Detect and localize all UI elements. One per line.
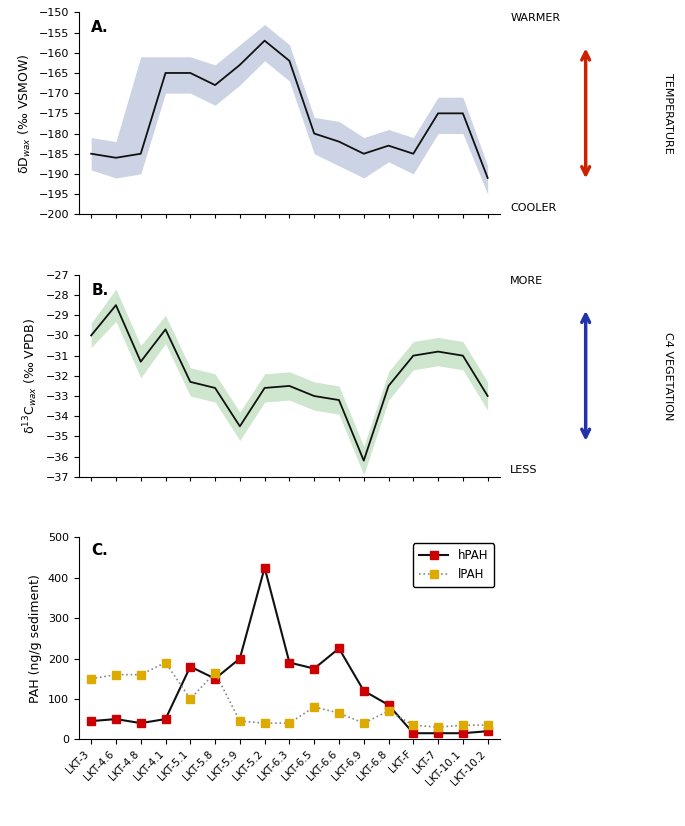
hPAH [310, 663, 319, 673]
hPAH [285, 657, 293, 667]
lPAH [136, 670, 145, 680]
lPAH [459, 720, 467, 730]
Text: MORE: MORE [510, 276, 543, 286]
lPAH [162, 657, 170, 667]
lPAH [260, 718, 269, 728]
hPAH [162, 714, 170, 724]
hPAH [409, 729, 417, 738]
lPAH [186, 694, 195, 704]
Text: A.: A. [91, 21, 109, 36]
hPAH [434, 729, 443, 738]
lPAH [384, 706, 393, 716]
Text: C4 VEGETATION: C4 VEGETATION [663, 332, 673, 420]
Text: COOLER: COOLER [510, 202, 557, 212]
Text: TEMPERATURE: TEMPERATURE [663, 73, 673, 154]
Text: C.: C. [91, 544, 108, 558]
lPAH [360, 718, 368, 728]
Y-axis label: δ$^{13}$C$_{wax}$ (‰ VPDB): δ$^{13}$C$_{wax}$ (‰ VPDB) [21, 318, 40, 434]
lPAH [285, 718, 293, 728]
hPAH [360, 686, 368, 695]
Legend: hPAH, lPAH: hPAH, lPAH [413, 544, 494, 587]
Text: WARMER: WARMER [510, 13, 560, 23]
Y-axis label: δD$_{wax}$ (‰ VSMOW): δD$_{wax}$ (‰ VSMOW) [17, 53, 33, 173]
Text: B.: B. [91, 283, 109, 298]
lPAH [335, 708, 343, 718]
hPAH [260, 563, 269, 572]
lPAH [236, 716, 244, 726]
lPAH [409, 720, 417, 730]
lPAH [211, 667, 219, 677]
lPAH [434, 722, 443, 732]
hPAH [335, 643, 343, 653]
hPAH [484, 726, 492, 736]
hPAH [186, 662, 195, 672]
hPAH [236, 653, 244, 663]
lPAH [112, 670, 120, 680]
hPAH [384, 700, 393, 710]
hPAH [459, 729, 467, 738]
Line: lPAH: lPAH [87, 658, 492, 731]
hPAH [112, 714, 120, 724]
Line: hPAH: hPAH [87, 563, 492, 738]
hPAH [211, 674, 219, 684]
lPAH [87, 674, 95, 684]
Y-axis label: PAH (ng/g sediment): PAH (ng/g sediment) [29, 574, 42, 703]
lPAH [310, 702, 319, 712]
hPAH [136, 718, 145, 728]
Text: LESS: LESS [510, 465, 538, 475]
hPAH [87, 716, 95, 726]
lPAH [484, 720, 492, 730]
